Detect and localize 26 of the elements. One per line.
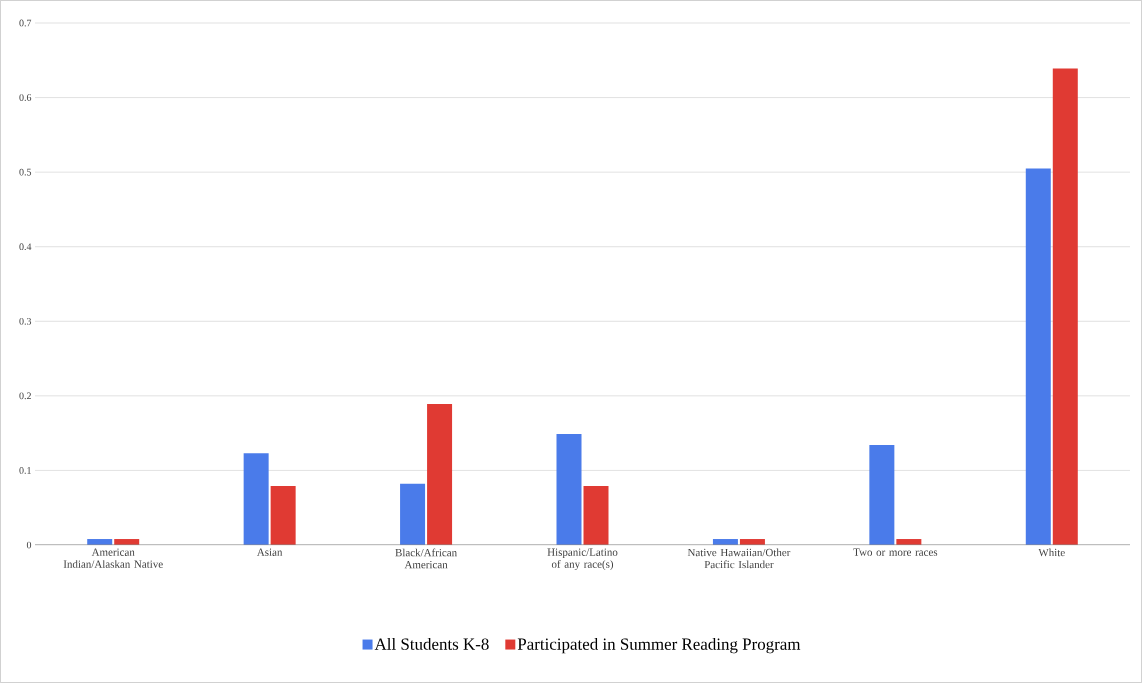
y-tick-label: 0.3 xyxy=(19,317,32,325)
legend-label: Participated in Summer Reading Program xyxy=(517,637,801,654)
y-tick-label: 0.2 xyxy=(19,392,31,400)
bar xyxy=(400,483,426,545)
x-tick-label: Native Hawaiian/Other Pacific Islander xyxy=(687,548,791,569)
bar xyxy=(1052,68,1078,545)
y-tick-label: 0 xyxy=(26,541,32,549)
bar xyxy=(427,404,453,545)
bar xyxy=(583,486,609,545)
bar xyxy=(869,445,895,545)
bar xyxy=(270,486,296,545)
x-tick-label: Hispanic/Latino of any race(s) xyxy=(547,548,618,571)
x-tick-label: White xyxy=(1038,548,1065,557)
y-tick-label: 0.5 xyxy=(19,168,32,176)
bar xyxy=(243,453,269,545)
bar xyxy=(1025,168,1051,545)
x-tick-label: American Indian/Alaskan Native xyxy=(63,548,163,568)
y-tick-label: 0.4 xyxy=(19,243,32,251)
bar xyxy=(556,433,582,545)
x-tick-label: Two or more races xyxy=(853,548,938,556)
x-tick-label: Asian xyxy=(256,548,283,556)
y-tick-label: 0.1 xyxy=(19,467,31,474)
legend-label: All Students K-8 xyxy=(374,637,489,650)
y-tick-label: 0.6 xyxy=(19,94,32,101)
y-tick-label: 0.7 xyxy=(19,19,32,27)
x-tick-label: Black/African American xyxy=(395,548,457,569)
